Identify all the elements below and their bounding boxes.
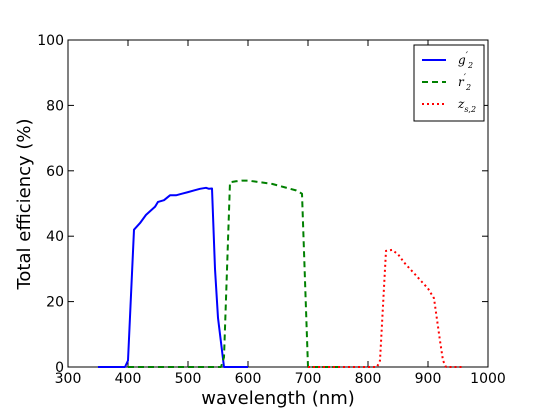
legend-label-1: r′2 <box>458 73 471 92</box>
legend-label-sup: ′ <box>466 51 469 62</box>
legend-label-main: z <box>457 97 465 111</box>
series-line-0 <box>98 186 248 368</box>
legend-label-sub: 2 <box>467 61 473 70</box>
legend: g′2r′2zs,2 <box>413 44 485 122</box>
x-tick-label: 1000 <box>470 371 506 387</box>
y-tick-label: 20 <box>46 295 64 311</box>
legend-label-0: g′2 <box>458 51 473 70</box>
y-tick-label: 40 <box>46 229 64 245</box>
y-tick-label: 100 <box>37 33 64 49</box>
y-tick-label: 0 <box>55 360 64 376</box>
x-axis-label: wavelength (nm) <box>201 388 355 409</box>
x-tick-label: 700 <box>295 371 322 387</box>
series-line-2 <box>308 248 464 368</box>
series-layer <box>98 179 464 368</box>
x-tick-label: 300 <box>55 371 82 387</box>
y-tick-label: 60 <box>46 164 64 180</box>
legend-label-sup: ′ <box>464 73 467 84</box>
y-axis-label: Total efficiency (%) <box>14 118 35 290</box>
x-tick-label: 400 <box>115 371 142 387</box>
legend-label-sub: s,2 <box>464 105 476 114</box>
legend-label-main: g <box>458 53 466 67</box>
legend-label-main: r <box>458 75 465 89</box>
axis-ticks: 300 400 500 600 700 800 900 1000 0 20 40 60 80 100 <box>37 33 506 387</box>
x-tick-label: 500 <box>175 371 202 387</box>
series-line-1 <box>128 179 338 368</box>
x-tick-label: 900 <box>415 371 442 387</box>
x-tick-label: 800 <box>355 371 382 387</box>
legend-label-sub: 2 <box>465 83 471 92</box>
x-tick-label: 600 <box>235 371 262 387</box>
y-tick-label: 80 <box>46 98 64 114</box>
legend-label-2: zs,2 <box>457 97 476 114</box>
